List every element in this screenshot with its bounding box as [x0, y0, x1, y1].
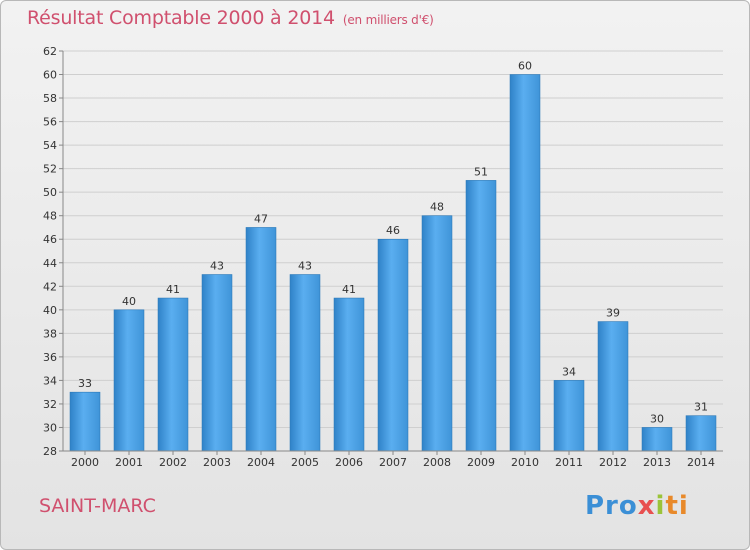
- x-tick-label-2010: 2010: [511, 456, 539, 469]
- data-label-2002: 41: [166, 283, 180, 296]
- data-label-2005: 43: [298, 260, 312, 273]
- y-tick-label: 44: [43, 257, 57, 270]
- data-label-2014: 31: [694, 401, 708, 414]
- data-label-2000: 33: [78, 377, 92, 390]
- bar-2012: [597, 321, 629, 452]
- bar-2008: [421, 215, 453, 452]
- bar-2013: [641, 427, 673, 452]
- bar-2002: [157, 297, 189, 452]
- y-tick-label: 34: [43, 374, 57, 387]
- data-label-2001: 40: [122, 295, 136, 308]
- x-tick-label-2007: 2007: [379, 456, 407, 469]
- y-tick-label: 36: [43, 351, 57, 364]
- logo-part-4: ti: [665, 491, 689, 521]
- y-tick-label: 56: [43, 116, 57, 129]
- bar-2000: [69, 391, 101, 452]
- bar-2001: [113, 309, 145, 452]
- logo-part-3: i: [655, 491, 666, 521]
- x-tick-label-2011: 2011: [555, 456, 583, 469]
- bar-2010: [509, 74, 541, 452]
- x-tick-label-2003: 2003: [203, 456, 231, 469]
- chart-title-text: Résultat Comptable 2000 à 2014: [27, 7, 335, 29]
- logo-part-1: Pro: [585, 491, 638, 521]
- x-tick-label-2008: 2008: [423, 456, 451, 469]
- bar-2006: [333, 297, 365, 452]
- y-tick-label: 60: [43, 69, 57, 82]
- y-tick-label: 62: [43, 45, 57, 58]
- axis-layer: 28 30 32 34 36 38 40 42 44 46 48 50 52 54 56 58 60 62 2000…: [43, 45, 723, 469]
- data-label-2012: 39: [606, 307, 620, 320]
- bar-2011: [553, 380, 585, 452]
- logo-part-2: x: [637, 491, 656, 521]
- x-tick-label-2000: 2000: [71, 456, 99, 469]
- x-tick-label-2004: 2004: [247, 456, 275, 469]
- y-tick-label: 30: [43, 421, 57, 434]
- y-tick-label: 38: [43, 327, 57, 340]
- y-tick-label: 54: [43, 139, 57, 152]
- x-tick-label-2009: 2009: [467, 456, 495, 469]
- x-tick-label-2012: 2012: [599, 456, 627, 469]
- y-tick-label: 50: [43, 186, 57, 199]
- x-tick-label-2001: 2001: [115, 456, 143, 469]
- y-tick-label: 58: [43, 92, 57, 105]
- bar-2003: [201, 274, 233, 452]
- y-tick-label: 48: [43, 210, 57, 223]
- town-name: SAINT-MARC: [39, 495, 156, 517]
- proxiti-logo: Proxiti: [585, 491, 689, 521]
- data-label-2006: 41: [342, 283, 356, 296]
- chart-title: Résultat Comptable 2000 à 2014 (en millie…: [27, 7, 434, 29]
- bar-2014: [685, 415, 717, 452]
- data-label-2011: 34: [562, 365, 576, 378]
- x-tick-label-2006: 2006: [335, 456, 363, 469]
- y-tick-label: 40: [43, 304, 57, 317]
- bar-2005: [289, 274, 321, 452]
- data-label-2003: 43: [210, 260, 224, 273]
- data-label-2013: 30: [650, 412, 664, 425]
- data-label-2004: 47: [254, 212, 268, 225]
- x-tick-label-2013: 2013: [643, 456, 671, 469]
- data-label-2008: 48: [430, 201, 444, 214]
- y-tick-label: 42: [43, 280, 57, 293]
- y-tick-label: 32: [43, 398, 57, 411]
- bar-2007: [377, 238, 409, 452]
- data-label-2007: 46: [386, 224, 400, 237]
- x-tick-label-2002: 2002: [159, 456, 187, 469]
- y-tick-label: 46: [43, 233, 57, 246]
- chart-subtitle: (en milliers d'€): [342, 13, 434, 27]
- bar-layer: 33 40 41 43 47 43 41 46 48 51 60 34 39 30 31: [69, 60, 717, 452]
- bar-2009: [465, 180, 497, 452]
- y-tick-label: 52: [43, 163, 57, 176]
- data-label-2009: 51: [474, 165, 488, 178]
- x-tick-label-2014: 2014: [687, 456, 715, 469]
- data-label-2010: 60: [518, 60, 532, 73]
- x-tick-label-2005: 2005: [291, 456, 319, 469]
- bar-2004: [245, 227, 277, 452]
- y-tick-label: 28: [43, 445, 57, 458]
